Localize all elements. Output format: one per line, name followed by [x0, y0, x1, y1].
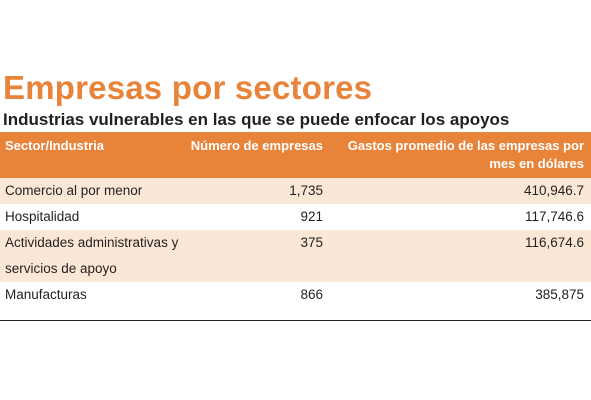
sector-table: Sector/Industria Número de empresas Gast…: [0, 132, 591, 321]
cell-spend: 385,875: [535, 287, 584, 302]
table-row: Manufacturas 866 385,875: [0, 282, 591, 308]
cell-sector: Actividades administrativas y servicios …: [5, 235, 179, 276]
table-row: Actividades administrativas y servicios …: [0, 230, 591, 282]
header-sector: Sector/Industria: [5, 138, 104, 153]
cell-sector: Hospitalidad: [5, 209, 80, 224]
cell-spend: 117,746.6: [524, 209, 584, 224]
cell-count: 1,735: [289, 183, 323, 198]
cell-count: 375: [300, 235, 323, 250]
cell-spend: 116,674.6: [524, 235, 584, 250]
page-title: Empresas por sectores: [3, 69, 373, 106]
table-header: Sector/Industria Número de empresas Gast…: [0, 132, 591, 178]
cell-count: 866: [300, 287, 323, 302]
cell-sector: Manufacturas: [5, 287, 87, 302]
header-count: Número de empresas: [190, 138, 323, 153]
table-row: Hospitalidad 921 117,746.6: [0, 204, 591, 230]
table-bottom-rule: [0, 320, 591, 321]
header-spend: Gastos promedio de las empresas por mes …: [347, 138, 584, 171]
cell-sector: Comercio al por menor: [5, 183, 143, 198]
cell-spend: 410,946.7: [523, 183, 584, 198]
cell-count: 921: [300, 209, 323, 224]
table-row: Comercio al por menor 1,735 410,946.7: [0, 178, 591, 204]
page-subtitle: Industrias vulnerables en las que se pue…: [3, 110, 510, 129]
